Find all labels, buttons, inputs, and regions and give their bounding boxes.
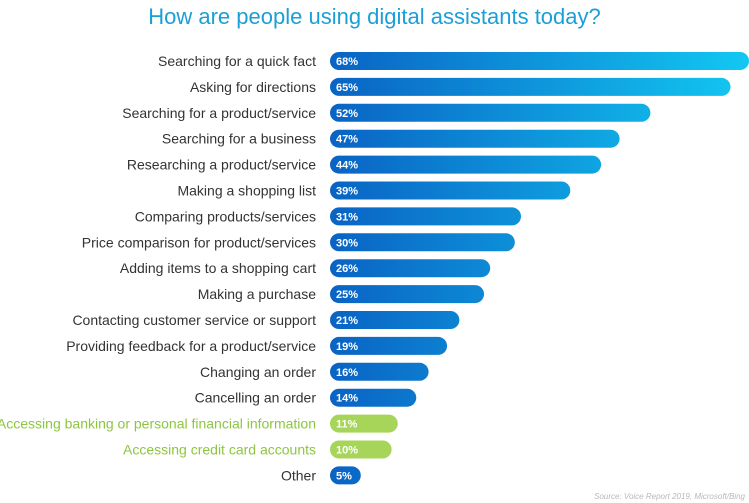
bar [330,285,485,304]
value-label: 10% [336,445,358,457]
bar [330,259,491,278]
bar [330,181,571,200]
category-label: Making a shopping list [177,183,316,199]
value-label: 68% [336,56,358,68]
bar-row: Searching for a business 47% [162,129,620,148]
category-label: Cancelling an order [195,390,317,406]
value-label: 30% [336,237,358,249]
bar-row: Contacting customer service or support 21… [72,311,460,329]
value-label: 44% [336,160,358,172]
bar-row: Other 5% [281,466,361,485]
category-label: Price comparison for product/services [82,234,316,250]
value-label: 65% [336,82,358,94]
value-label: 5% [336,470,352,482]
bar [330,77,731,96]
category-label: Accessing credit card accounts [123,442,316,458]
bar-row: Searching for a quick fact 68% [158,52,749,70]
bar-row: Searching for a product/service 52% [122,103,651,122]
bar-row: Changing an order 16% [200,362,429,381]
bar-row: Price comparison for product/services 30% [82,233,515,252]
value-label: 14% [336,393,358,405]
value-label: 52% [336,108,358,120]
bar [330,103,651,122]
bar [330,336,448,355]
category-label: Searching for a business [162,131,316,147]
bar-row: Adding items to a shopping cart 26% [120,259,491,278]
value-label: 26% [336,263,358,275]
value-label: 25% [336,289,358,301]
bar [330,466,361,485]
category-label: Searching for a product/service [122,105,316,121]
category-label: Making a purchase [198,286,317,302]
value-label: 16% [336,367,358,379]
value-label: 11% [336,419,358,431]
value-label: 47% [336,134,358,146]
bar-row: Accessing banking or personal financial … [0,414,398,433]
value-label: 19% [336,341,358,353]
category-label: Other [281,467,316,483]
bar [330,52,749,70]
category-label: Searching for a quick fact [158,53,316,69]
bar [330,362,429,381]
category-label: Providing feedback for a product/service [66,338,316,354]
bar [330,233,515,252]
value-label: 21% [336,315,358,327]
bar-row: Providing feedback for a product/service… [66,336,448,355]
value-label: 31% [336,211,358,223]
bar [330,388,417,407]
category-label: Researching a product/service [127,157,316,173]
bar [330,129,620,148]
category-label: Asking for directions [190,79,316,95]
bar-row: Asking for directions 65% [190,77,731,96]
value-label: 39% [336,186,358,198]
bar [330,207,522,226]
bar-row: Cancelling an order 14% [195,388,417,407]
bar-row: Researching a product/service 44% [127,155,602,174]
category-label: Adding items to a shopping cart [120,260,316,276]
category-label: Accessing banking or personal financial … [0,416,316,432]
bar-row: Making a purchase 25% [198,285,485,304]
bar-row: Comparing products/services 31% [135,207,522,226]
source-note: Source: Voice Report 2019, Microsoft/Bin… [594,492,745,501]
chart-title: How are people using digital assistants … [148,4,601,29]
category-label: Changing an order [200,364,316,380]
bar [330,414,398,433]
bar [330,440,392,459]
category-label: Comparing products/services [135,208,316,224]
bar [330,311,460,329]
bar-row: Making a shopping list 39% [177,181,571,200]
bar [330,155,602,174]
bar-row: Accessing credit card accounts 10% [123,440,392,459]
category-label: Contacting customer service or support [72,312,316,328]
